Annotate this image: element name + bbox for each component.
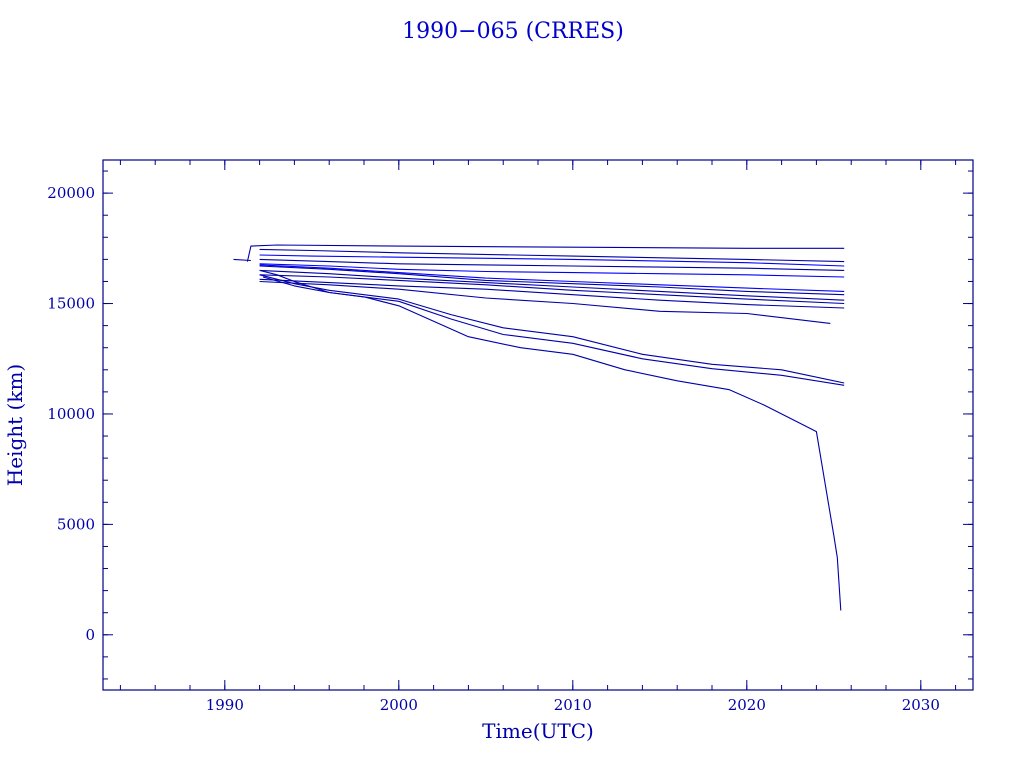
x-tick-label: 2000 xyxy=(380,696,418,714)
series-line-6 xyxy=(259,263,845,278)
y-tick-label: 15000 xyxy=(47,295,95,313)
y-axis-label: Height (km) xyxy=(3,364,27,486)
x-axis-label: Time(UTC) xyxy=(482,719,594,743)
plot-frame xyxy=(102,159,974,691)
x-tick-label: 1990 xyxy=(206,696,244,714)
series-line-12 xyxy=(259,280,831,324)
series-line-13 xyxy=(259,274,845,384)
series-line-7 xyxy=(259,264,845,292)
y-tick-label: 10000 xyxy=(47,405,95,423)
series-line-15 xyxy=(259,269,842,611)
series-line-14 xyxy=(262,276,845,386)
series-line-2 xyxy=(246,244,845,262)
x-tick-label: 2020 xyxy=(728,696,766,714)
y-tick-label: 0 xyxy=(85,626,95,644)
series-line-9 xyxy=(259,269,845,301)
series-line-11 xyxy=(259,278,845,309)
x-tick-labels: 1990 2000 2010 2020 2030 xyxy=(206,696,940,714)
series-line-8 xyxy=(259,265,845,296)
x-tick-label: 2030 xyxy=(902,696,940,714)
y-tick-labels: 0 5000 10000 15000 20000 xyxy=(47,184,95,644)
series-line-3 xyxy=(259,248,845,263)
series-group xyxy=(233,244,845,611)
x-tick-label: 2010 xyxy=(554,696,592,714)
chart-title: 1990−065 (CRRES) xyxy=(402,19,624,44)
axis-ticks xyxy=(103,160,973,690)
y-tick-label: 20000 xyxy=(47,184,95,202)
series-line-10 xyxy=(259,274,845,305)
y-tick-label: 5000 xyxy=(57,515,95,533)
series-line-5 xyxy=(259,258,845,271)
series-line-4 xyxy=(259,254,845,267)
